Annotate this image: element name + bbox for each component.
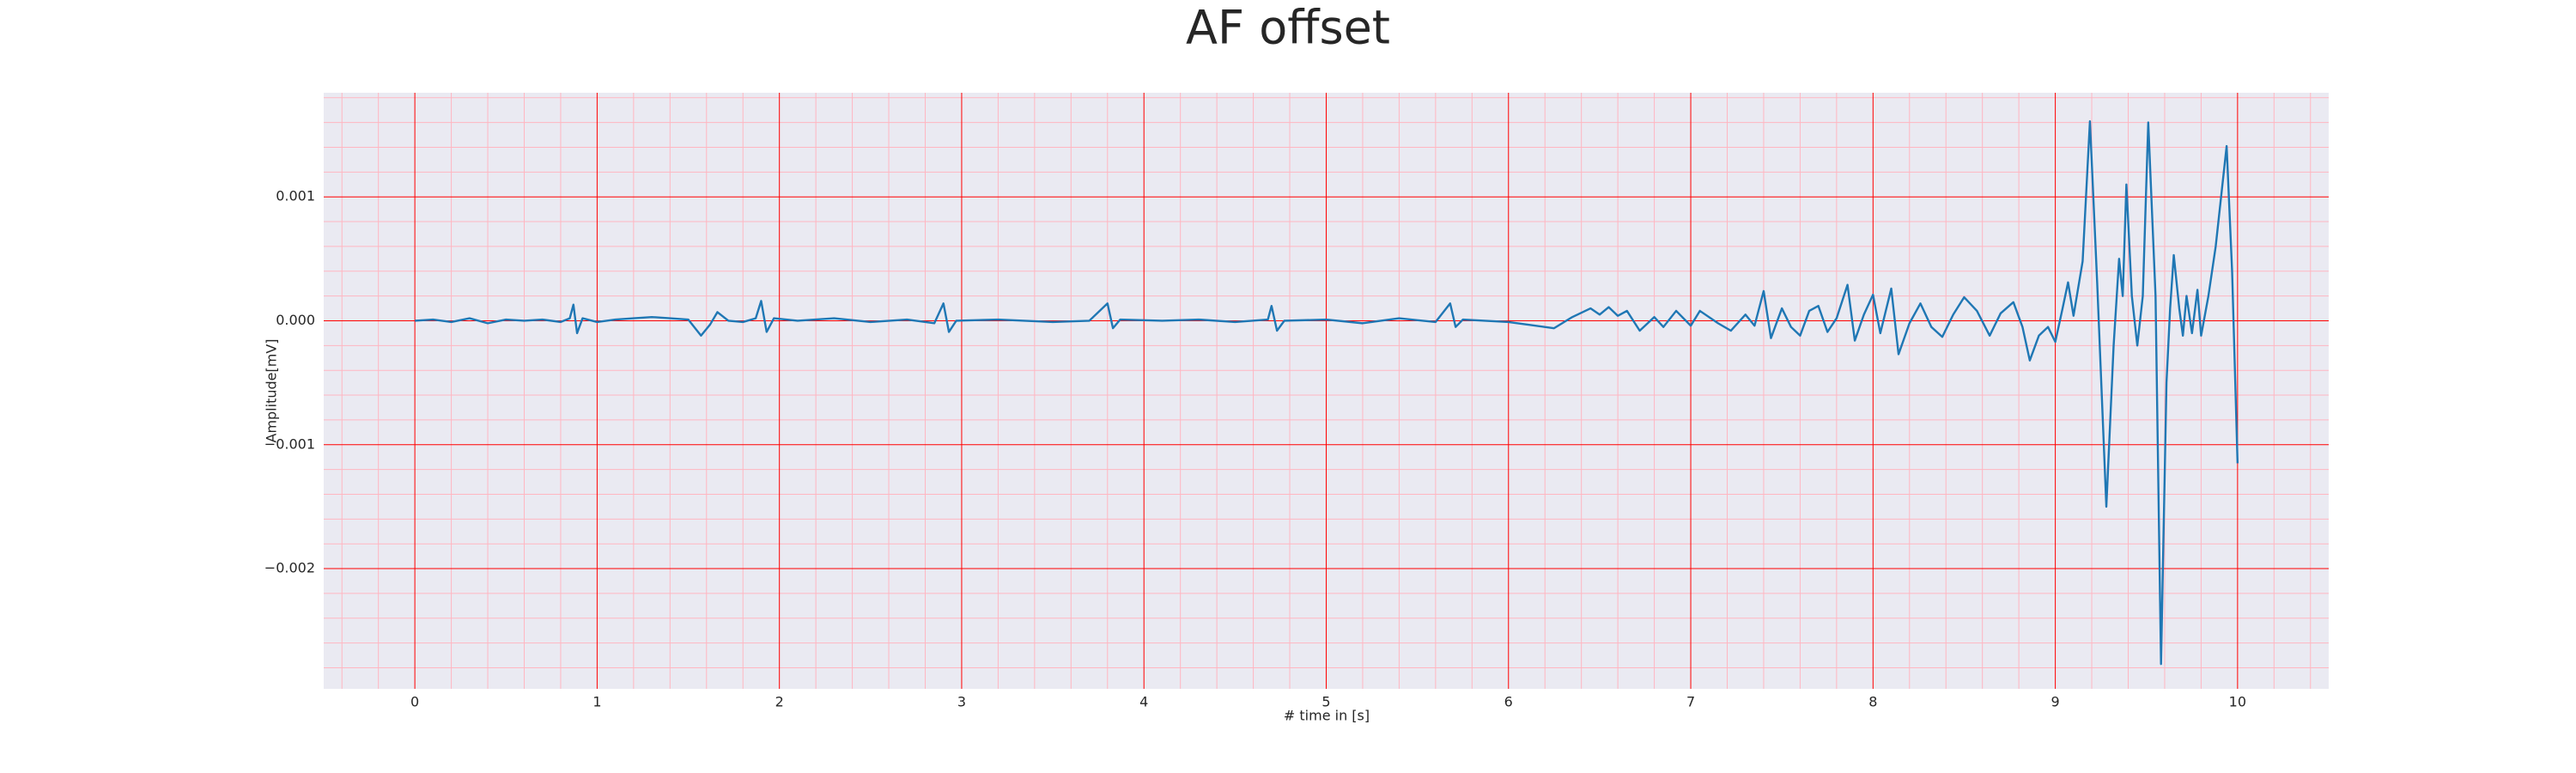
x-tick-label: 2: [775, 694, 784, 710]
y-tick-label: 0.001: [276, 188, 315, 204]
y-tick-label: 0.000: [276, 312, 315, 328]
x-tick-label: 1: [592, 694, 601, 710]
x-tick-label: 6: [1504, 694, 1513, 710]
x-tick-label: 5: [1321, 694, 1330, 710]
x-axis-label: # time in [s]: [1284, 708, 1370, 724]
x-tick-label: 9: [2050, 694, 2059, 710]
x-tick-label: 8: [1868, 694, 1877, 710]
x-tick-label: 7: [1686, 694, 1695, 710]
x-tick-label: 0: [410, 694, 419, 710]
major-grid: [324, 93, 2329, 689]
series: [415, 119, 2239, 666]
y-tick-label: −0.002: [264, 560, 315, 576]
tick-labels: 0 1 2 3 4 5 6 7 8 9 10 −0.002 −0.001 0.000 0.001: [264, 188, 2246, 710]
y-axis-label: Amplitude[mV]: [264, 338, 280, 442]
x-tick-label: 10: [2229, 694, 2246, 710]
series-line: [415, 119, 2239, 666]
x-tick-label: 3: [957, 694, 966, 710]
y-tick-label: −0.001: [264, 435, 315, 452]
chart-title: AF offset: [1186, 1, 1390, 55]
x-tick-label: 4: [1139, 694, 1148, 710]
